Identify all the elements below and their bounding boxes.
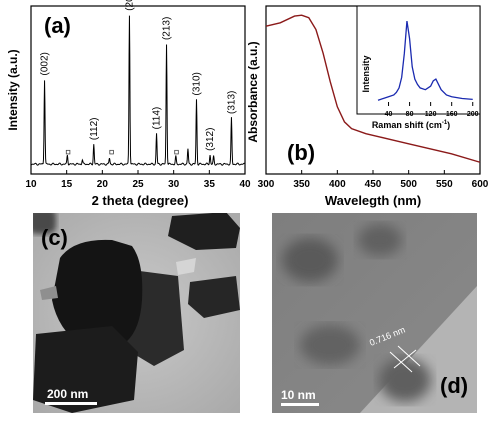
panel-d-dark-patch-1 [282,238,338,282]
inset-ylabel: Intensity [361,55,371,92]
panel-b-label: (b) [287,140,315,165]
panel-a-xrd-chart: 10 15 20 25 30 35 40 (002) (112) (202) (114) (213)… [6,0,251,208]
panel-b-x-ticks: 300 350 400 450 500 550 600 [258,170,489,190]
panel-d-label: (d) [440,373,468,398]
panel-a-peak-label: (202) [124,0,135,11]
panel-d-dark-patch-3 [300,325,360,365]
panel-a-x-tick-label: 25 [132,179,144,190]
panel-a-impurity-marker [174,149,179,155]
inset-x-tick-label: 40 [385,111,393,118]
panel-a-impurity-marker [65,149,71,155]
panel-c-right-crystal [188,276,240,318]
panel-a-xrd-curve [30,15,246,166]
panel-c-main-crystal [52,239,143,346]
panel-a-peak-label: (002) [40,52,51,75]
panel-c-top-crystal [168,213,240,250]
panel-a-peak-label: (213) [162,17,173,40]
panel-b-x-tick-label: 600 [472,179,489,190]
panel-a-x-tick-label: 20 [97,179,109,190]
panel-a-peak-label: (112) [89,118,100,141]
panel-a-x-tick-label: 35 [204,179,216,190]
panel-c-thin-plate [40,286,58,300]
inset-xlabel-sup: -1 [442,120,448,126]
panel-d-scale-bar-line [281,403,319,406]
panel-a-peak-label: (310) [191,72,202,95]
panel-a-peak-label: (114) [152,107,163,130]
panel-b-x-tick-label: 300 [258,179,275,190]
panel-a-ylabel: Intensity (a.u.) [6,49,20,130]
inset-x-tick-label: 200 [467,111,479,118]
panel-a-impurity-marker [109,149,114,155]
inset-xlabel-main: Raman shift (cm [372,120,442,130]
panel-a-peak-label: (313) [226,91,237,114]
inset-x-tick-label: 120 [425,111,437,118]
panel-b-x-tick-label: 450 [365,179,382,190]
panel-c-lower-crystal [33,326,138,413]
panel-c-label: (c) [41,225,68,250]
inset-xlabel: Raman shift (cm-1) [372,120,450,130]
panel-b-x-tick-label: 500 [400,179,417,190]
panel-b-x-tick-label: 550 [436,179,453,190]
panel-b-x-tick-label: 350 [293,179,310,190]
panel-b-absorbance-chart: 300 350 400 450 500 550 600 (b) Absorbance (a.… [246,5,489,208]
panel-a-peak-label: (312) [205,128,216,151]
panel-a-x-tick-label: 10 [25,179,37,190]
inset-x-tick-label: 160 [446,111,458,118]
panel-a-impurity-markers [65,149,179,155]
panel-b-x-tick-label: 400 [329,179,346,190]
panel-d-spacing-arrow [393,349,417,369]
panel-c-tem-micrograph: 200 nm (c) [33,213,240,413]
panel-d-scale-bar-text: 10 nm [281,388,316,402]
panel-b-raman-inset: 40 80 120 160 200 Intensity Raman shift (cm-… [356,5,481,130]
panel-b-xlabel: Wavelegth (nm) [325,193,421,208]
inset-xlabel-close: ) [447,120,450,130]
inset-plot-frame [356,5,481,115]
panel-b-ylabel: Absorbance (a.u.) [246,41,260,142]
panel-a-x-tick-label: 30 [168,179,180,190]
inset-raman-curve [377,20,473,101]
panel-a-x-tick-label: 15 [61,179,73,190]
panel-a-x-tick-label: 40 [239,179,251,190]
panel-c-top-left-dark [33,213,56,234]
panel-a-peak-labels: (002) (112) (202) (114) (213) (310) (312) (313) [40,0,238,151]
panel-a-xlabel: 2 theta (degree) [92,193,189,208]
panel-d-hrtem-micrograph: 0.716 nm 10 nm (d) [272,213,477,413]
panel-c-small-flake [176,258,196,275]
inset-x-tick-label: 80 [406,111,414,118]
panel-d-dark-patch-2 [358,224,402,256]
panel-a-label: (a) [44,13,71,38]
panel-d-dark-patch-4 [379,358,431,402]
panel-b-absorbance-curve [265,14,481,163]
panel-a-x-ticks: 10 15 20 25 30 35 40 [25,170,251,190]
inset-x-ticks: 40 80 120 160 200 [385,102,479,118]
panel-c-scale-bar-text: 200 nm [47,387,88,401]
panel-c-scale-bar-line [45,402,97,405]
